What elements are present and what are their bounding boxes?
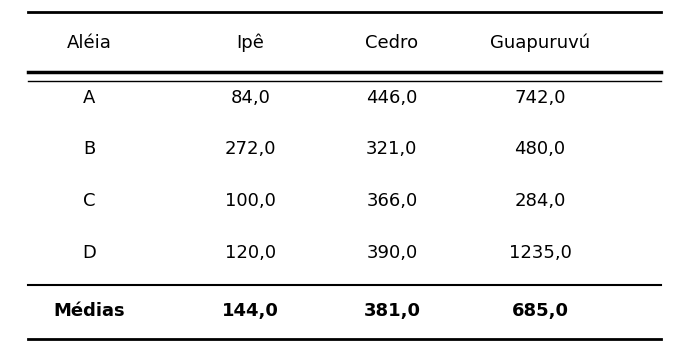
Text: Guapuruvú: Guapuruvú bbox=[490, 33, 590, 52]
Text: 446,0: 446,0 bbox=[366, 89, 418, 107]
Text: 84,0: 84,0 bbox=[231, 89, 270, 107]
Text: Cedro: Cedro bbox=[365, 34, 418, 52]
Text: 381,0: 381,0 bbox=[364, 302, 420, 320]
Text: Ipê: Ipê bbox=[237, 33, 264, 52]
Text: 742,0: 742,0 bbox=[514, 89, 566, 107]
Text: 1235,0: 1235,0 bbox=[508, 244, 571, 262]
Text: 390,0: 390,0 bbox=[366, 244, 418, 262]
Text: C: C bbox=[82, 192, 95, 210]
Text: 480,0: 480,0 bbox=[514, 141, 566, 158]
Text: 144,0: 144,0 bbox=[222, 302, 279, 320]
Text: 100,0: 100,0 bbox=[225, 192, 276, 210]
Text: B: B bbox=[82, 141, 95, 158]
Text: 120,0: 120,0 bbox=[225, 244, 276, 262]
Text: Médias: Médias bbox=[53, 302, 124, 320]
Text: 284,0: 284,0 bbox=[514, 192, 566, 210]
Text: Aléia: Aléia bbox=[66, 34, 112, 52]
Text: 685,0: 685,0 bbox=[512, 302, 569, 320]
Text: 272,0: 272,0 bbox=[224, 141, 276, 158]
Text: 321,0: 321,0 bbox=[366, 141, 418, 158]
Text: D: D bbox=[82, 244, 96, 262]
Text: 366,0: 366,0 bbox=[366, 192, 418, 210]
Text: A: A bbox=[82, 89, 95, 107]
